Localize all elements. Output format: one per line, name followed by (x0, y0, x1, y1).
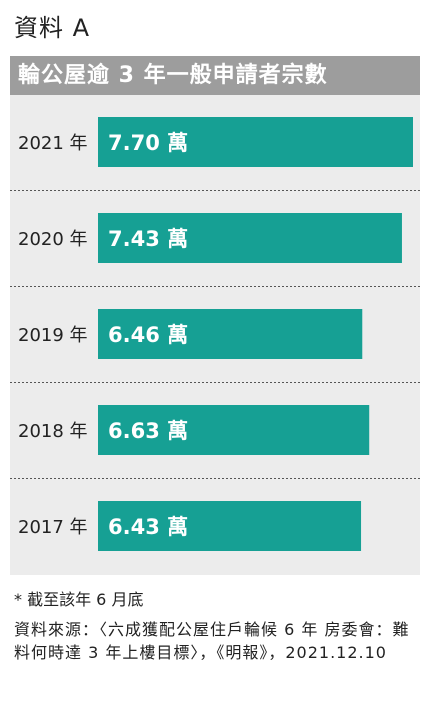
bar (98, 501, 362, 551)
bar-value-label: 6.46 萬 (108, 323, 188, 347)
footnote: * 截至該年 6 月底 (14, 590, 144, 609)
bar-value-label: 7.70 萬 (108, 131, 188, 155)
bar (98, 213, 402, 263)
chart-title: 輪公屋逾 3 年一般申請者宗數 (10, 56, 420, 95)
page-heading: 資料 A (14, 14, 91, 42)
bar-value-label: 6.43 萬 (108, 515, 188, 539)
bar (98, 405, 370, 455)
chart-panel: 2021 年 7.70 萬 2020 年 7.43 萬 2019 年 6.46 萬 2018… (10, 95, 420, 575)
bar-value-label: 6.63 萬 (108, 419, 188, 443)
bar-value-label: 7.43 萬 (108, 227, 188, 251)
bar (98, 309, 363, 359)
category-label: 2017 年 (18, 517, 88, 538)
source-text: 資料來源：〈六成獲配公屋住戶輪候 6 年 房委會：難料何時達 3 年上樓目標〉，… (14, 620, 410, 662)
category-label: 2020 年 (18, 229, 88, 250)
category-label: 2019 年 (18, 325, 88, 346)
bar (98, 117, 413, 167)
category-label: 2021 年 (18, 133, 88, 154)
category-label: 2018 年 (18, 421, 88, 442)
bar-chart: 2021 年 7.70 萬 2020 年 7.43 萬 2019 年 6.46 萬 2018… (10, 117, 420, 551)
